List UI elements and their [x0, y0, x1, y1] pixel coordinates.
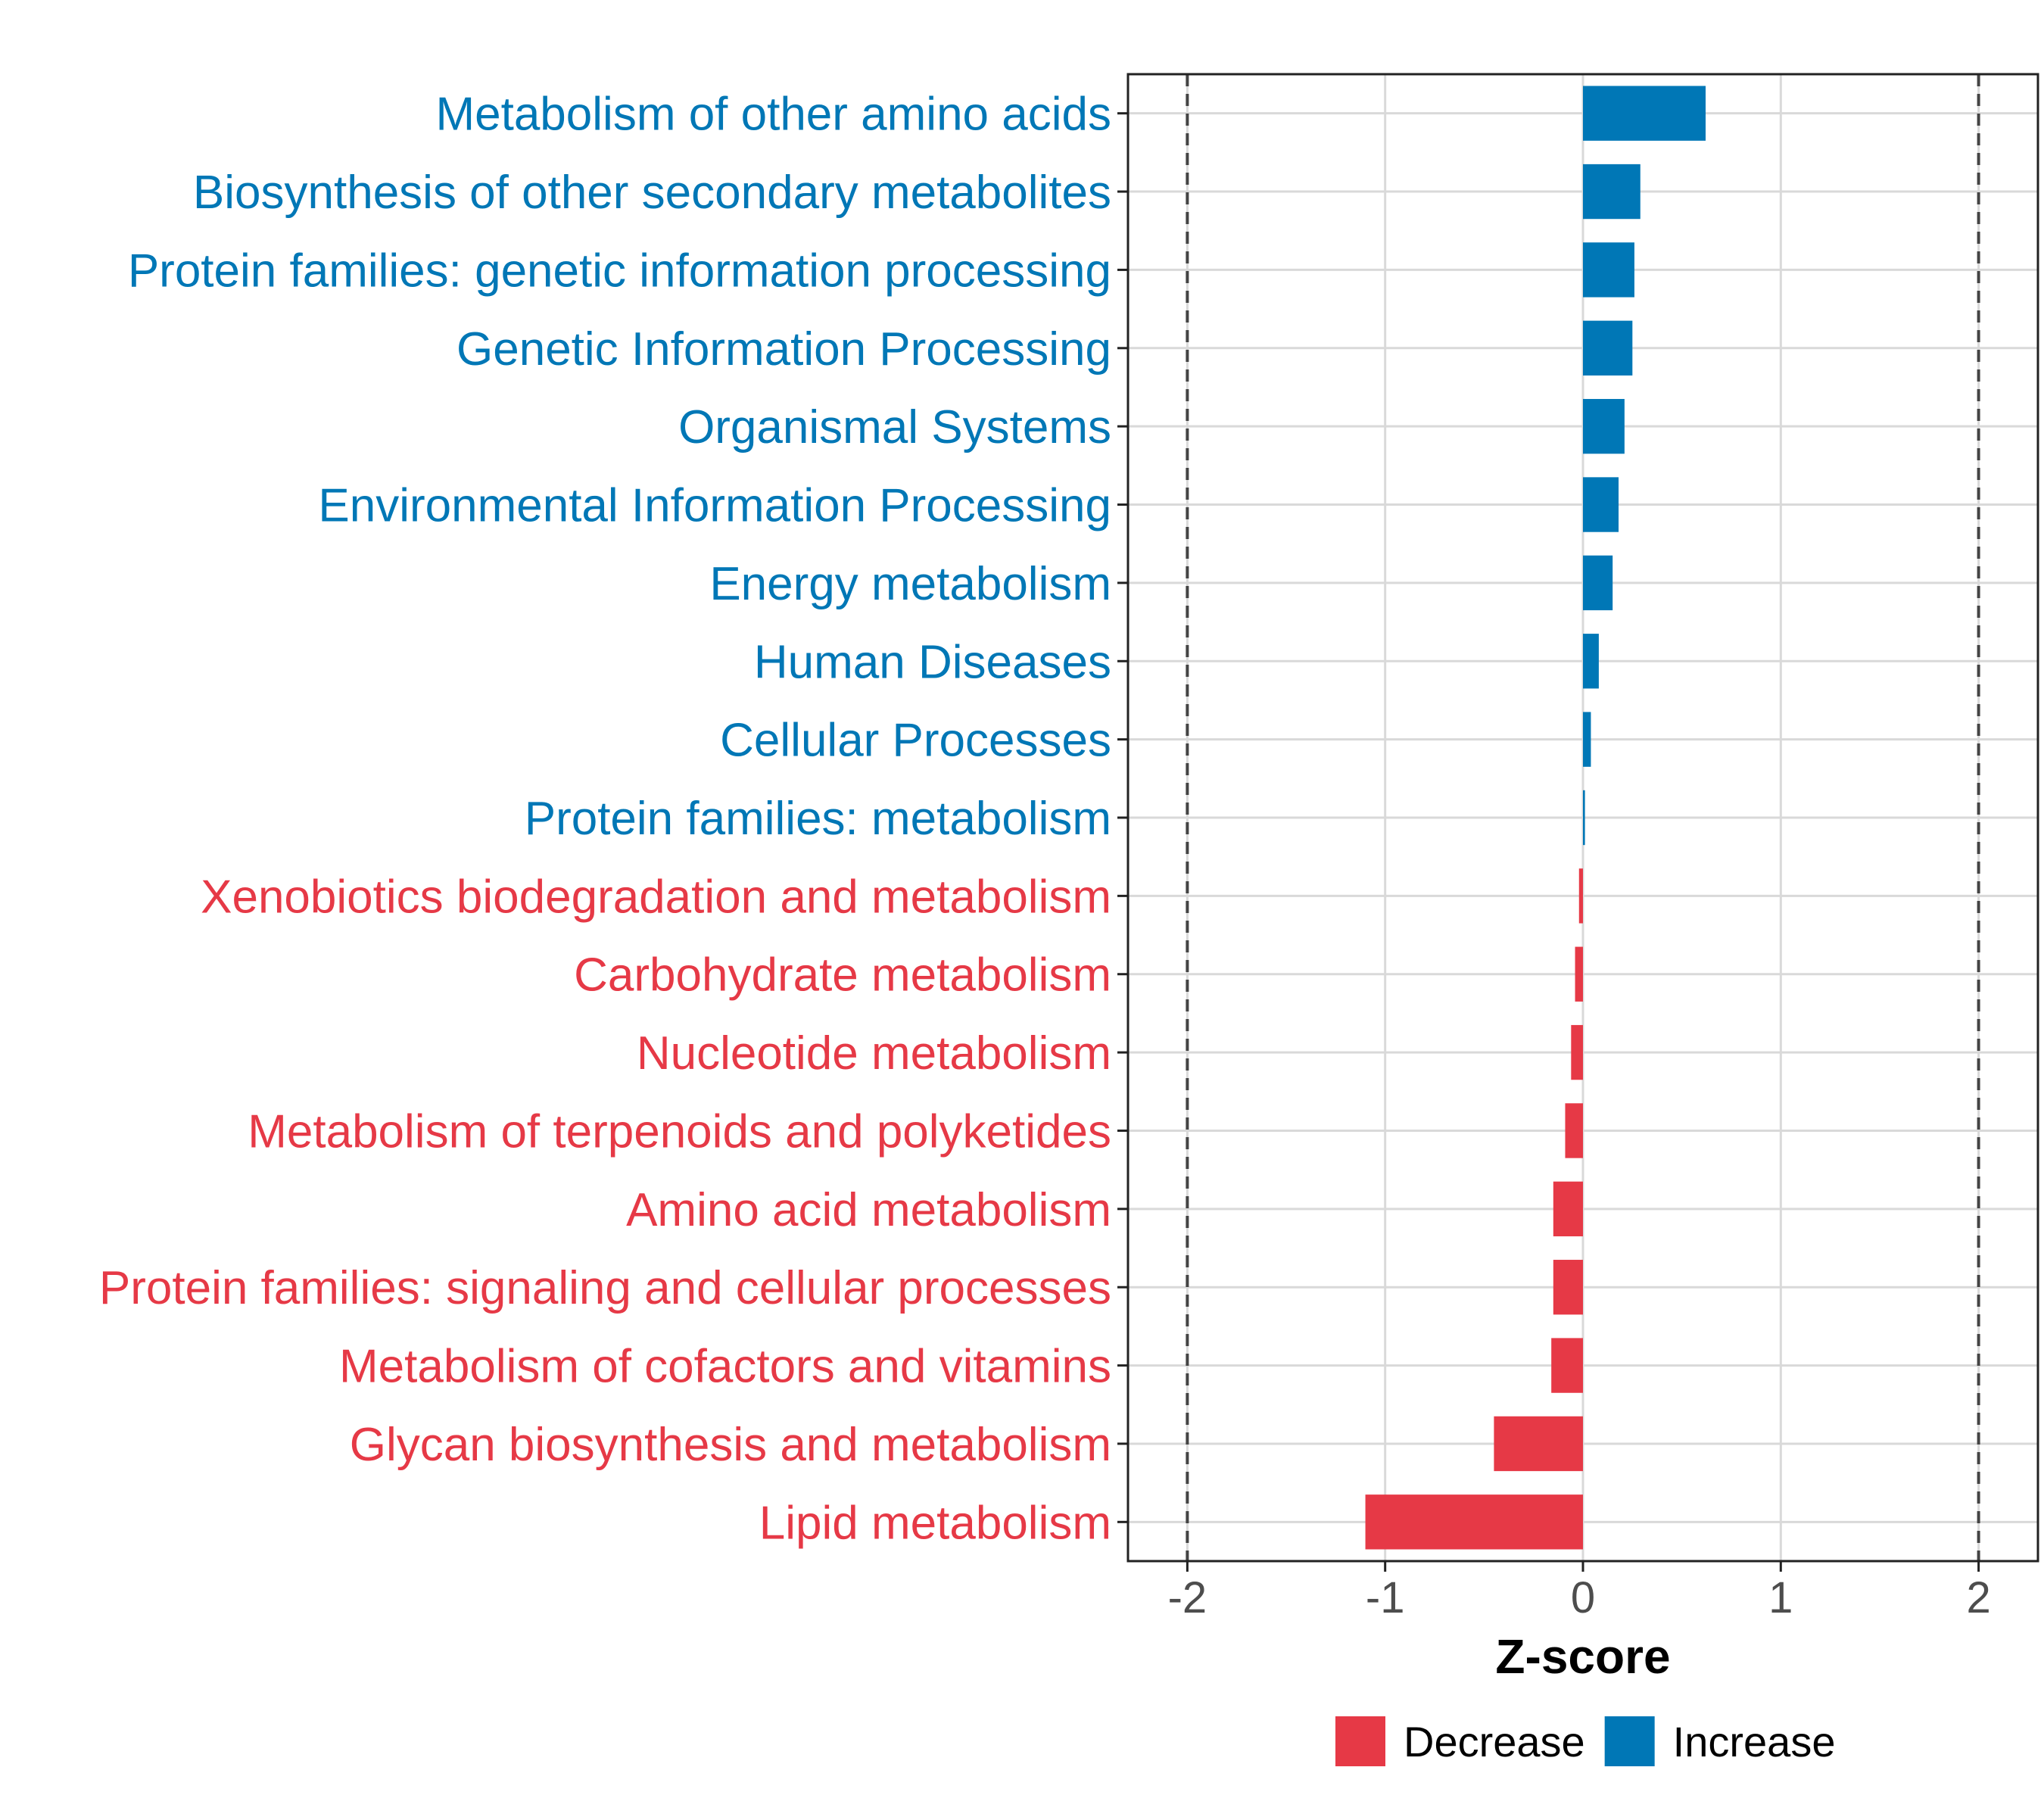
bar [1583, 712, 1591, 767]
bar [1553, 1260, 1583, 1315]
category-label: Metabolism of other amino acids [435, 89, 1111, 141]
bar [1583, 634, 1599, 689]
category-label: Glycan biosynthesis and metabolism [350, 1419, 1111, 1471]
bar [1583, 86, 1706, 141]
bar [1583, 555, 1613, 611]
x-axis-title: Z-score [1495, 1629, 1670, 1684]
category-label: Protein families: genetic information pr… [128, 245, 1111, 297]
bar [1553, 1181, 1583, 1237]
legend: Decrease Increase [1335, 1716, 1835, 1766]
bar [1583, 790, 1585, 846]
category-label: Protein families: signaling and cellular… [99, 1262, 1111, 1314]
x-axis-ticks: -2 -1 0 1 2 [1168, 1561, 1991, 1622]
category-label: Protein families: metabolism [525, 793, 1111, 845]
category-label: Biosynthesis of other secondary metaboli… [193, 167, 1111, 219]
category-label: Lipid metabolism [759, 1497, 1111, 1549]
category-label: Energy metabolism [709, 558, 1111, 610]
category-label: Metabolism of cofactors and vitamins [339, 1341, 1111, 1393]
bar [1494, 1416, 1583, 1472]
category-label: Metabolism of terpenoids and polyketides [248, 1105, 1111, 1158]
x-tick-label: 2 [1966, 1573, 1990, 1622]
bar [1578, 868, 1583, 924]
legend-label: Increase [1673, 1718, 1836, 1766]
category-label: Nucleotide metabolism [637, 1027, 1111, 1080]
legend-swatch [1335, 1716, 1385, 1766]
category-label: Amino acid metabolism [626, 1184, 1111, 1236]
bar [1583, 320, 1633, 376]
bar [1583, 477, 1619, 532]
category-label: Xenobiotics biodegradation and metabolis… [201, 871, 1111, 923]
category-label: Environmental Information Processing [318, 480, 1111, 532]
legend-swatch [1604, 1716, 1655, 1766]
x-tick-label: -1 [1366, 1573, 1405, 1622]
x-tick-label: 0 [1571, 1573, 1595, 1622]
bar [1583, 242, 1634, 298]
bar-layer [1365, 86, 1706, 1550]
category-label: Cellular Processes [720, 715, 1111, 767]
bar [1575, 946, 1583, 1002]
x-tick-label: 1 [1768, 1573, 1793, 1622]
category-label: Genetic Information Processing [456, 323, 1111, 376]
bar [1365, 1494, 1583, 1550]
bar [1571, 1024, 1583, 1080]
x-tick-label: -2 [1168, 1573, 1207, 1622]
bar [1583, 398, 1625, 454]
category-label: Human Diseases [754, 636, 1111, 688]
category-label: Carbohydrate metabolism [574, 949, 1111, 1002]
category-label: Organismal Systems [678, 401, 1111, 453]
legend-label: Decrease [1404, 1718, 1585, 1766]
bar [1551, 1338, 1583, 1393]
bar [1565, 1103, 1583, 1158]
bar [1583, 164, 1640, 220]
category-labels: Metabolism of other amino acids Biosynthe… [99, 89, 1111, 1550]
